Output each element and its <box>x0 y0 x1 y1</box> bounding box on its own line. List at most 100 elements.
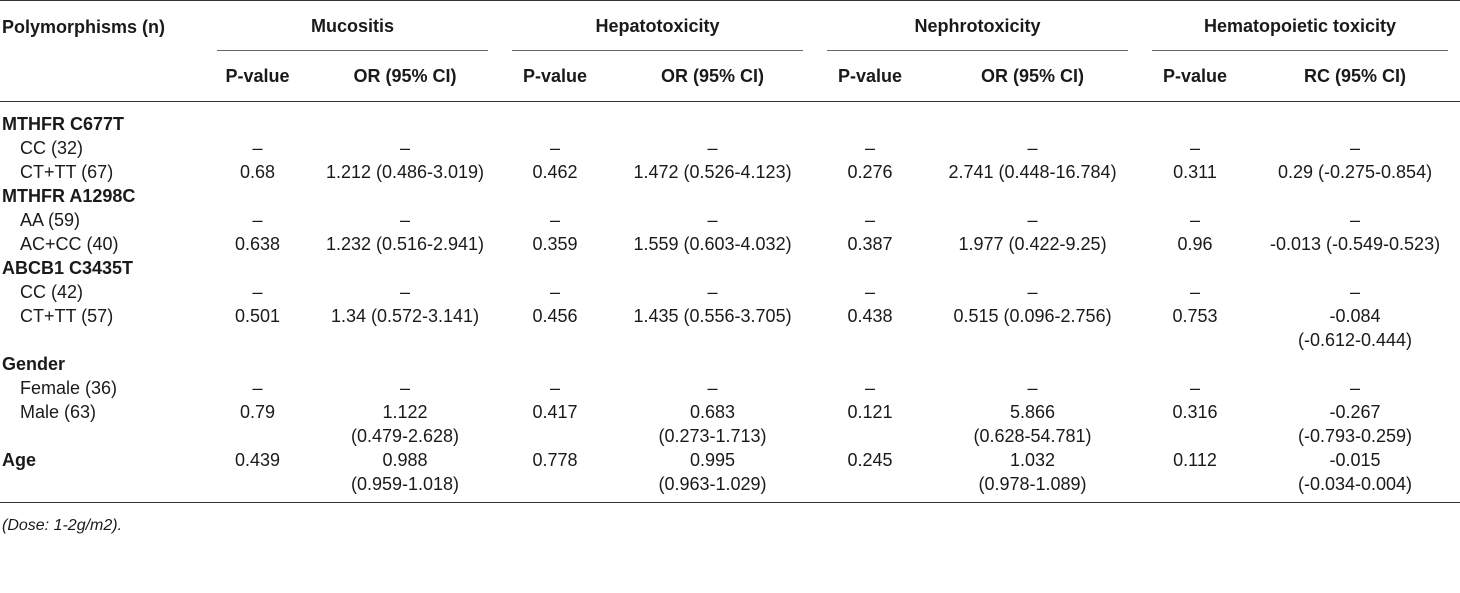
table-row: CT+TT (67) 0.68 1.212 (0.486-3.019) 0.462 1.… <box>0 160 1460 184</box>
table-cell <box>1140 352 1250 376</box>
table-cell <box>205 184 310 208</box>
table-cell: – <box>1027 282 1038 302</box>
table-cell <box>610 352 815 376</box>
table-cell <box>610 102 815 137</box>
table-row: ABCB1 C3435T <box>0 256 1460 280</box>
table-cell: 0.245 <box>815 448 926 503</box>
table-cell: 0.683 (0.273-1.713) <box>658 402 767 446</box>
table-cell: – <box>1027 210 1038 230</box>
table-cell: 1.032 (0.978-1.089) <box>925 448 1141 503</box>
table-cell: 1.232 (0.516-2.941) <box>325 234 485 254</box>
table-cell: 1.559 (0.603-4.032) <box>633 234 792 254</box>
table-cell <box>500 102 610 137</box>
table-cell: 0.456 <box>532 306 578 326</box>
table-cell: 1.435 (0.556-3.705) <box>633 306 792 326</box>
table-cell: 2.741 (0.448-16.784) <box>948 162 1117 182</box>
table-cell: 0.79 <box>239 402 276 422</box>
table-body: MTHFR C677T CC (32) – – – – – – – – CT+TT (67) 0.68… <box>0 102 1460 503</box>
table-cell: – <box>1190 138 1201 158</box>
header-sub: P-value <box>815 51 926 102</box>
table-cell: 0.417 <box>532 402 578 422</box>
table-cell: – <box>252 210 263 230</box>
row-section-label: MTHFR A1298C <box>2 186 136 206</box>
row-label: CT+TT (57) <box>20 306 114 326</box>
table-row: Gender <box>0 352 1460 376</box>
header-sub: P-value <box>205 51 310 102</box>
table-cell <box>815 352 925 376</box>
table-cell: 5.866 (0.628-54.781) <box>973 402 1092 446</box>
table-cell: – <box>707 282 718 302</box>
table-row: CC (32) – – – – – – – – <box>0 136 1460 160</box>
table-cell: – <box>1190 378 1201 398</box>
table-row: CT+TT (57) 0.501 1.34 (0.572-3.141) 0.456 1.… <box>0 304 1460 352</box>
table-cell: 0.96 <box>1177 234 1213 254</box>
table-cell: – <box>400 378 411 398</box>
table-cell: – <box>707 138 718 158</box>
table-cell: 0.753 <box>1172 306 1218 326</box>
table-cell: – <box>252 138 263 158</box>
table-cell: -0.013 (-0.549-0.523) <box>1269 234 1441 254</box>
table-cell: 1.34 (0.572-3.141) <box>330 306 480 326</box>
table-cell <box>1140 256 1250 280</box>
table-row: AA (59) – – – – – – – – <box>0 208 1460 232</box>
table-cell: 0.359 <box>532 234 578 254</box>
table-cell: 0.112 <box>1140 448 1251 503</box>
row-label: CC (42) <box>20 282 84 302</box>
table-cell: – <box>400 282 411 302</box>
table-cell: -0.084 (-0.612-0.444) <box>1297 306 1413 350</box>
header-sub: OR (95% CI) <box>610 51 816 102</box>
table-cell <box>610 256 815 280</box>
header-polymorphisms: Polymorphisms (n) <box>0 0 205 102</box>
row-section-label: Age <box>0 448 205 503</box>
table-cell <box>310 256 500 280</box>
header-group-hepatotoxicity: Hepatotoxicity <box>500 0 816 52</box>
table-cell <box>1250 102 1460 137</box>
table-cell: – <box>400 210 411 230</box>
results-table: Polymorphisms (n) Mucositis Hepatotoxici… <box>0 0 1460 503</box>
table-cell: – <box>707 210 718 230</box>
table-cell: – <box>1350 282 1361 302</box>
table-row: Male (63) 0.79 1.122 (0.479-2.628) 0.417 0.6… <box>0 400 1460 448</box>
table-cell <box>500 184 610 208</box>
table-cell: – <box>865 378 876 398</box>
table-cell <box>1250 256 1460 280</box>
table-cell: – <box>252 378 263 398</box>
table-row: MTHFR C677T <box>0 102 1460 137</box>
table-cell: 0.995 (0.963-1.029) <box>610 448 816 503</box>
table-cell: – <box>865 138 876 158</box>
table-cell: -0.267 (-0.793-0.259) <box>1297 402 1413 446</box>
table-cell <box>815 256 925 280</box>
table-cell: 1.122 (0.479-2.628) <box>350 402 460 446</box>
table-cell <box>1140 184 1250 208</box>
table-cell: 0.515 (0.096-2.756) <box>953 306 1112 326</box>
table-cell <box>310 102 500 137</box>
table-cell: 0.438 <box>847 306 893 326</box>
table-cell: – <box>1350 138 1361 158</box>
row-label: CT+TT (67) <box>20 162 114 182</box>
table-cell: – <box>1350 210 1361 230</box>
table-footnote: (Dose: 1-2g/m2). <box>2 517 123 534</box>
table-cell: 0.68 <box>239 162 276 182</box>
header-group-hematopoietic: Hematopoietic toxicity <box>1140 0 1460 52</box>
table-cell: 1.977 (0.422-9.25) <box>958 234 1107 254</box>
table-cell: – <box>252 282 263 302</box>
table-cell: – <box>550 138 561 158</box>
table-row: CC (42) – – – – – – – – <box>0 280 1460 304</box>
header-sub: RC (95% CI) <box>1250 51 1460 102</box>
row-section-label: ABCB1 C3435T <box>2 258 134 278</box>
table-cell: 0.276 <box>847 162 893 182</box>
table-cell: 0.439 <box>205 448 310 503</box>
table-cell: 0.121 <box>847 402 893 422</box>
table-cell <box>1250 352 1460 376</box>
header-sub: P-value <box>1140 51 1251 102</box>
table-cell <box>500 256 610 280</box>
table-row: AC+CC (40) 0.638 1.232 (0.516-2.941) 0.359 1… <box>0 232 1460 256</box>
table-cell: 0.29 (-0.275-0.854) <box>1277 162 1433 182</box>
table-cell: – <box>1027 378 1038 398</box>
table-cell: -0.015 (-0.034-0.004) <box>1250 448 1460 503</box>
table-cell <box>1250 184 1460 208</box>
table-cell: 0.311 <box>1173 162 1217 182</box>
table-cell: – <box>400 138 411 158</box>
table-cell <box>815 102 925 137</box>
table-cell: – <box>550 282 561 302</box>
